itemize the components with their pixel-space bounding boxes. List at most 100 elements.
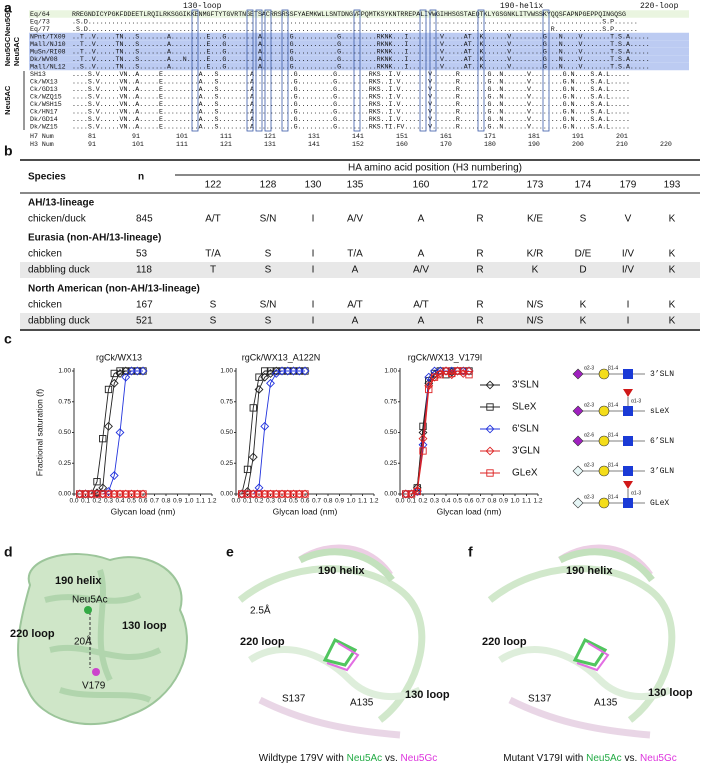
- point: [248, 452, 258, 462]
- structure-label: S137: [282, 694, 306, 705]
- point: [139, 490, 147, 498]
- glycan-glcnac: [623, 436, 633, 446]
- y-tick-label: 1.00: [58, 368, 71, 375]
- glycan-sialic: [572, 435, 584, 447]
- numbering-tick: 181: [528, 133, 540, 140]
- x-tick-label: 0.7: [476, 498, 485, 505]
- point: [413, 487, 421, 496]
- column-box: [542, 9, 550, 132]
- y-tick-label: 0.25: [220, 460, 233, 467]
- residue: S/N: [260, 214, 277, 225]
- y-axis-label: Fractional saturation (f): [34, 389, 44, 477]
- point: [419, 422, 427, 430]
- caption-part: Neu5Ac: [586, 753, 622, 764]
- residue: R: [476, 249, 483, 260]
- row-name: Eq/64: [30, 11, 50, 18]
- position: 179: [620, 180, 637, 191]
- numbering-tick: 191: [572, 133, 584, 140]
- point: [418, 434, 428, 444]
- row-name: Dk/WV08: [30, 56, 58, 63]
- residue: K: [532, 265, 539, 276]
- x-tick-label: 0.3: [430, 498, 439, 505]
- y-tick-label: 0.00: [384, 491, 397, 498]
- glycan-sialic: [572, 497, 584, 509]
- glycan-fucose: [623, 389, 633, 397]
- numbering-tick: 160: [396, 141, 408, 148]
- numbering-name: H7 Num: [30, 133, 54, 140]
- x-tick-label: 0.1: [243, 498, 252, 505]
- residue: A/T: [205, 214, 221, 225]
- sequence: ....S.V.....VN..A.....E.........A...S...…: [72, 108, 630, 115]
- structure-label: V179: [82, 681, 106, 692]
- numbering-tick: 152: [352, 141, 364, 148]
- y-tick-label: 0.75: [384, 398, 397, 405]
- sequence: ....S.V.....VN..A.....E.........A...S...…: [72, 93, 630, 100]
- sequence: ..T..V.....TN...S.......A.........E...G.…: [72, 48, 650, 55]
- point: [442, 367, 450, 375]
- point: [110, 369, 118, 378]
- row-shade: [20, 313, 700, 329]
- column-box: [477, 9, 485, 132]
- point: [93, 490, 101, 498]
- point: [459, 367, 467, 375]
- panel-label: b: [4, 143, 13, 159]
- x-tick-label: 1.0: [184, 498, 193, 505]
- glycan-link: α2-3: [584, 402, 594, 408]
- legend-label: GLeX: [512, 468, 538, 479]
- glycan-gal: [598, 405, 610, 417]
- residue: I/V: [622, 265, 635, 276]
- point: [243, 465, 252, 474]
- structure-label: 220 loop: [240, 636, 285, 648]
- point: [407, 490, 416, 498]
- series-line: [405, 370, 469, 495]
- point: [277, 366, 287, 376]
- y-tick-label: 0.75: [58, 398, 71, 405]
- panel-label: e: [226, 544, 234, 560]
- point: [132, 366, 142, 376]
- x-tick-label: 0.5: [289, 498, 298, 505]
- sequence: .S.D....................................…: [72, 18, 638, 25]
- x-tick-label: 1.2: [533, 498, 542, 505]
- row-name: SH13: [30, 71, 46, 78]
- species: dabbling duck: [28, 265, 91, 276]
- point: [266, 378, 275, 388]
- structure-label: 2.5Å: [250, 604, 271, 617]
- residue: A/T: [413, 300, 429, 311]
- row-name: Dk/WZ15: [30, 123, 58, 130]
- glycan-sialic: [572, 465, 584, 477]
- residue: R: [476, 316, 483, 327]
- row-name: Ck/HN17: [30, 108, 58, 115]
- x-tick-label: 0.7: [150, 498, 159, 505]
- x-tick-label: 0.0: [231, 498, 240, 505]
- x-tick-label: 0.5: [453, 498, 462, 505]
- point: [76, 490, 84, 498]
- position: 128: [260, 180, 277, 191]
- caption-part: vs.: [622, 753, 640, 764]
- point: [249, 490, 257, 498]
- x-tick-label: 0.1: [81, 498, 90, 505]
- x-tick-label: 0.6: [300, 498, 309, 505]
- residue: A: [418, 214, 425, 225]
- sequence: ....S.V.....VN..A.....E.........A...S...…: [72, 78, 630, 85]
- sequence: .S.D....................................…: [72, 26, 638, 33]
- point: [122, 490, 130, 498]
- numbering-tick: 131: [264, 141, 276, 148]
- glycan-label: sLeX: [650, 407, 669, 416]
- glycan-label: 3’GLN: [650, 467, 674, 476]
- point: [453, 367, 462, 375]
- column-box: [191, 9, 199, 132]
- y-tick-label: 0.00: [220, 491, 233, 498]
- header: HA amino acid position (H3 numbering): [348, 163, 522, 174]
- point: [301, 490, 309, 498]
- residue: I: [312, 265, 315, 276]
- point: [289, 490, 298, 498]
- point: [99, 490, 107, 498]
- numbering-tick: 81: [88, 133, 96, 140]
- row-name: Ck/WZQ15: [30, 93, 62, 100]
- point: [249, 404, 257, 412]
- row-name: Ck/WX13: [30, 78, 58, 85]
- point: [430, 373, 439, 381]
- count: 845: [136, 214, 153, 225]
- y-tick-label: 0.25: [384, 460, 397, 467]
- structure-label: 190 helix: [55, 575, 102, 587]
